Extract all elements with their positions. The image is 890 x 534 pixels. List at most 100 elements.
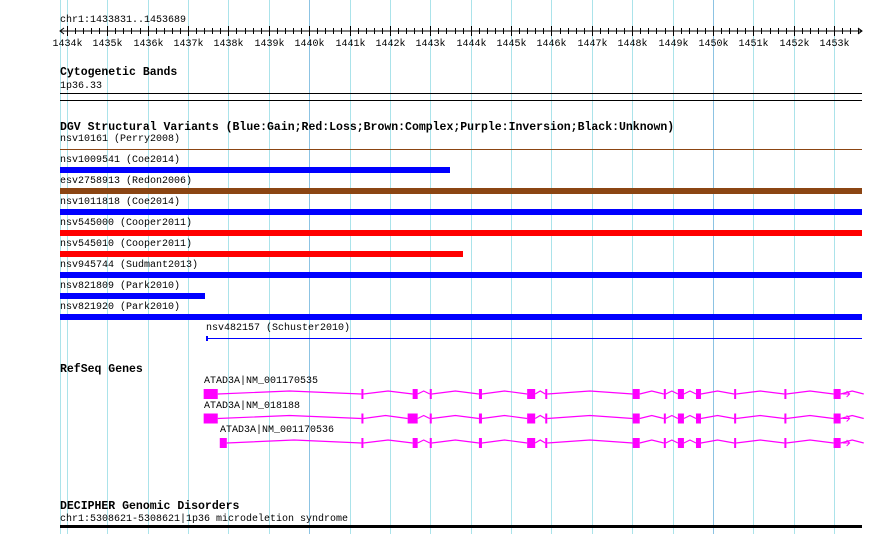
cyto-band-line[interactable] bbox=[60, 100, 862, 101]
exon bbox=[784, 389, 787, 399]
exon bbox=[429, 413, 432, 424]
ruler-tick-label: 1443k bbox=[415, 38, 445, 50]
ruler-tick-label: 1446k bbox=[536, 38, 566, 50]
ruler[interactable]: 1434k 1435k 1436k 1437k 1438k 1439k 1440k 1441k… bbox=[0, 0, 890, 50]
variant-bar-gain[interactable] bbox=[206, 338, 862, 339]
ruler-tick-label: 1449k bbox=[658, 38, 688, 50]
exon bbox=[545, 389, 548, 399]
ruler-tick-label: 1448k bbox=[617, 38, 647, 50]
variant-bar-gain[interactable] bbox=[60, 209, 862, 215]
variant-label: nsv10161 (Perry2008) bbox=[60, 134, 181, 145]
track-title-cytogenetic-bands[interactable]: Cytogenetic Bands bbox=[60, 66, 178, 79]
gene-model[interactable] bbox=[203, 389, 864, 399]
exon bbox=[429, 389, 432, 399]
variant-bar-gain[interactable] bbox=[60, 293, 205, 299]
track-title-decipher[interactable]: DECIPHER Genomic Disorders bbox=[60, 500, 240, 513]
exon bbox=[677, 438, 684, 448]
intron bbox=[683, 414, 697, 420]
track-title-dgv[interactable]: DGV Structural Variants (Blue:Gain;Red:L… bbox=[60, 121, 675, 134]
intron bbox=[547, 414, 633, 420]
gene-model[interactable] bbox=[203, 413, 864, 424]
ruler-tick-label: 1453k bbox=[819, 38, 849, 50]
exon bbox=[407, 413, 418, 424]
intron bbox=[700, 439, 735, 444]
intron bbox=[481, 390, 528, 395]
variant-label: nsv1011818 (Coe2014) bbox=[60, 197, 181, 208]
exon bbox=[734, 413, 737, 424]
intron bbox=[700, 414, 735, 420]
ruler-tick-label: 1438k bbox=[213, 38, 243, 50]
exon bbox=[361, 413, 364, 424]
ruler-tick-label: 1451k bbox=[738, 38, 768, 50]
variant-bar-gain[interactable] bbox=[60, 314, 862, 320]
variant-bar-gain[interactable] bbox=[60, 272, 862, 278]
variant-start-tick bbox=[206, 336, 208, 341]
intron bbox=[431, 414, 480, 420]
exon bbox=[833, 389, 841, 399]
intron bbox=[665, 439, 679, 444]
exon bbox=[527, 438, 536, 448]
strand-arrow-icon bbox=[842, 439, 851, 447]
intron bbox=[840, 439, 864, 444]
variant-bar-complex[interactable] bbox=[60, 149, 862, 150]
ruler-tick-label: 1434k bbox=[52, 38, 82, 50]
ruler-tick-label: 1447k bbox=[577, 38, 607, 50]
intron bbox=[736, 390, 785, 395]
exon bbox=[784, 413, 787, 424]
variant-bar-loss[interactable] bbox=[60, 251, 463, 257]
intron bbox=[665, 390, 679, 395]
gene-label: ATAD3A|NM_001170535 bbox=[204, 376, 319, 387]
intron bbox=[481, 439, 528, 444]
intron bbox=[534, 439, 546, 444]
variant-label: nsv545010 (Cooper2011) bbox=[60, 239, 193, 250]
exon bbox=[663, 389, 666, 399]
intron bbox=[786, 390, 834, 395]
exon bbox=[734, 389, 737, 399]
exon bbox=[695, 413, 701, 424]
gene-label: ATAD3A|NM_001170536 bbox=[220, 425, 335, 436]
intron bbox=[547, 390, 633, 395]
intron bbox=[786, 439, 834, 444]
intron bbox=[547, 439, 633, 444]
exon bbox=[632, 389, 640, 399]
exon bbox=[429, 438, 432, 448]
ruler-tick-label: 1439k bbox=[254, 38, 284, 50]
track-title-refseq[interactable]: RefSeq Genes bbox=[60, 363, 143, 376]
variant-bar-loss[interactable] bbox=[60, 230, 862, 236]
ruler-tick-label: 1444k bbox=[456, 38, 486, 50]
exon bbox=[677, 389, 684, 399]
strand-arrow-icon bbox=[842, 390, 851, 398]
intron bbox=[683, 390, 697, 395]
variant-bar-complex[interactable] bbox=[60, 188, 862, 194]
exon bbox=[695, 389, 701, 399]
variant-bar-gain[interactable] bbox=[60, 167, 450, 173]
intron bbox=[481, 414, 528, 420]
intron bbox=[363, 390, 413, 395]
exon bbox=[677, 413, 684, 424]
variant-label: nsv821920 (Park2010) bbox=[60, 302, 181, 313]
intron bbox=[363, 414, 408, 420]
exon bbox=[632, 413, 640, 424]
exon bbox=[545, 413, 548, 424]
exon bbox=[361, 389, 364, 399]
exon bbox=[545, 438, 548, 448]
gene-model[interactable] bbox=[219, 438, 864, 448]
intron bbox=[639, 414, 664, 420]
cyto-band-line[interactable] bbox=[60, 93, 862, 94]
intron bbox=[217, 390, 362, 395]
intron bbox=[534, 414, 546, 420]
exon bbox=[478, 438, 482, 448]
exon bbox=[632, 438, 640, 448]
decipher-feature[interactable] bbox=[60, 525, 862, 528]
intron bbox=[700, 390, 735, 395]
ruler-tick-label: 1436k bbox=[133, 38, 163, 50]
exon bbox=[784, 438, 787, 448]
ruler-tick-label: 1440k bbox=[294, 38, 324, 50]
decipher-feature-label: chr1:5308621-5308621|1p36 microdeletion … bbox=[60, 514, 349, 525]
exon bbox=[478, 389, 482, 399]
exon bbox=[478, 413, 482, 424]
ruler-tick-label: 1452k bbox=[779, 38, 809, 50]
